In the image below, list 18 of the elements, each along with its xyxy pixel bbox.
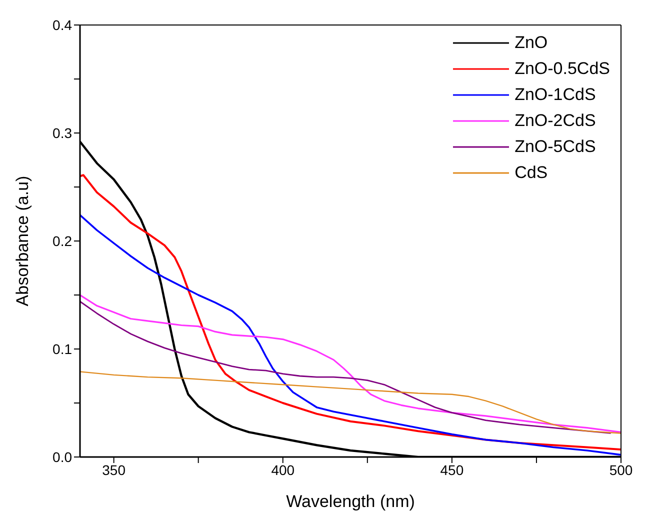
legend-label: CdS	[514, 162, 548, 184]
y-tick-label: 0.1	[52, 340, 72, 357]
y-tick-label: 0.0	[52, 448, 72, 465]
legend-label: ZnO-1CdS	[514, 84, 596, 106]
x-tick-label: 450	[440, 462, 464, 478]
y-tick-label: 0.2	[52, 232, 72, 249]
y-tick-label: 0.3	[52, 124, 72, 141]
x-axis-title: Wavelength (nm)	[286, 492, 415, 511]
y-axis-title: Absorbance (a.u)	[13, 176, 32, 306]
x-tick-label: 500	[609, 462, 633, 478]
line-series	[80, 371, 621, 434]
legend-label: ZnO-0.5CdS	[514, 58, 610, 80]
legend-label: ZnO-2CdS	[514, 110, 596, 132]
x-tick-label: 400	[271, 462, 295, 478]
legend-label: ZnO-5CdS	[514, 136, 596, 158]
x-tick-label: 350	[102, 462, 126, 478]
legend-label: ZnO	[514, 32, 548, 54]
y-tick-label: 0.4	[52, 16, 72, 33]
